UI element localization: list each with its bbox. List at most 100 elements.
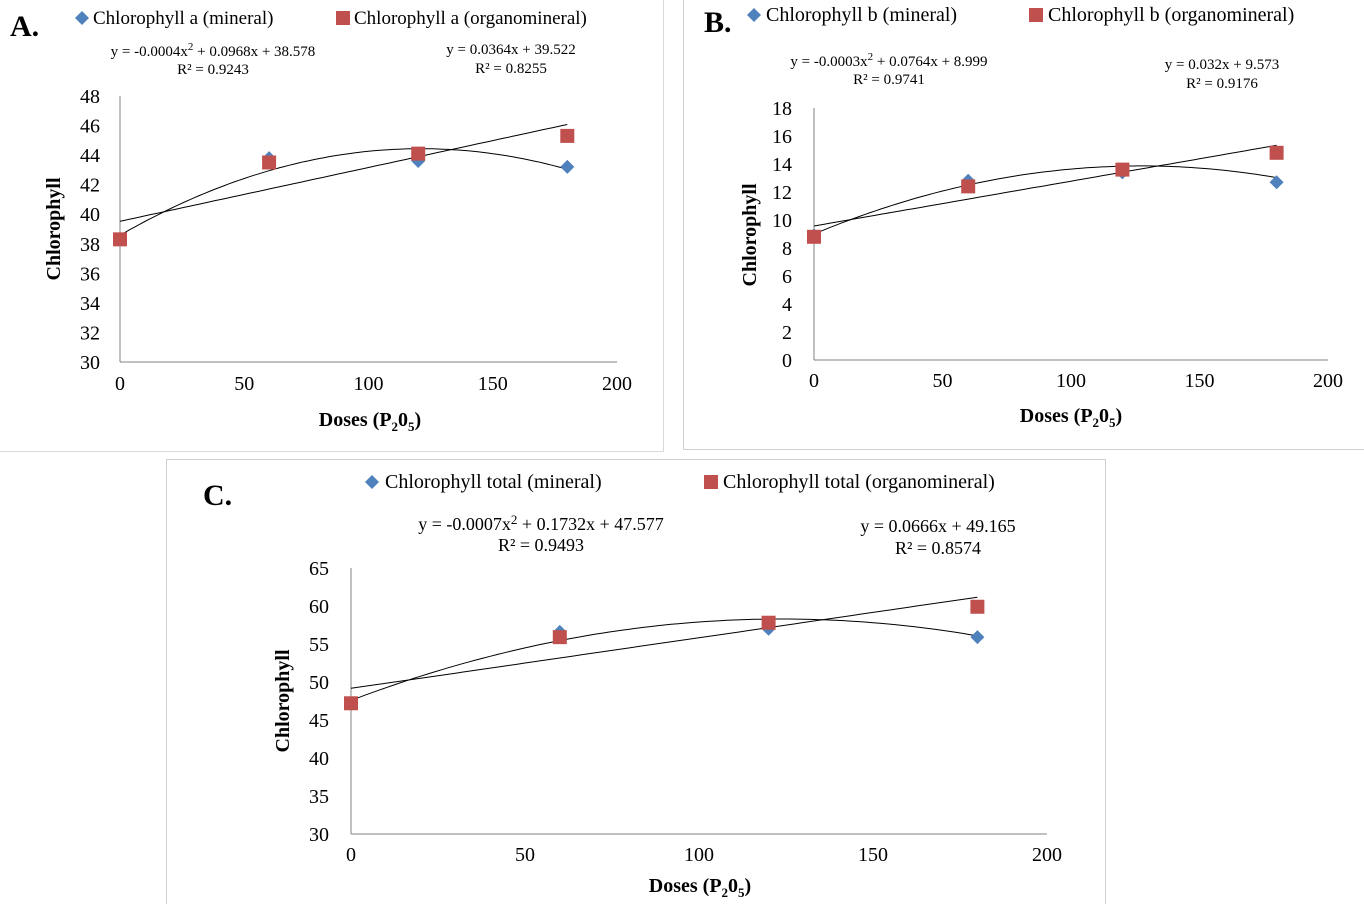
trend-equation-text: y = -0.0004x xyxy=(111,44,189,60)
organomineral-data-point xyxy=(1269,145,1284,160)
x-tick-label: 200 xyxy=(602,373,632,395)
y-tick-label: 38 xyxy=(80,234,100,256)
y-tick-label: 30 xyxy=(80,352,100,374)
y-tick-label: 36 xyxy=(80,263,100,285)
x-tick-label: 50 xyxy=(234,373,254,395)
legend-diamond-icon xyxy=(747,8,761,22)
x-axis-label-sub: 5 xyxy=(408,419,415,434)
y-tick-label: 40 xyxy=(309,748,329,770)
poly-trendline xyxy=(350,618,978,701)
legend-label: Chlorophyll b (organomineral) xyxy=(1048,4,1294,26)
trend-equation-sup: 2 xyxy=(868,51,874,63)
trend-equation: y = 0.0364x + 39.522 xyxy=(446,42,575,58)
y-tick-label: 10 xyxy=(772,210,792,232)
x-axis-label-sub: 5 xyxy=(738,885,745,900)
trend-equation-text: y = 0.032x + 9.573 xyxy=(1165,57,1279,73)
x-tick-label: 100 xyxy=(1056,370,1086,392)
organomineral-data-point xyxy=(807,229,821,244)
linear-trendline xyxy=(813,144,1277,227)
legend-label: Chlorophyll a (organomineral) xyxy=(354,8,587,29)
y-tick-label: 44 xyxy=(80,145,100,167)
x-tick-label: 100 xyxy=(354,373,384,395)
y-axis-label: Chlorophyll xyxy=(272,649,294,752)
y-tick-label: 8 xyxy=(782,238,792,260)
y-tick-label: 32 xyxy=(80,322,100,344)
trend-equation-text: y = -0.0007x xyxy=(418,514,511,534)
trend-equation-text: y = 0.0364x + 39.522 xyxy=(446,42,575,58)
mineral-data-point xyxy=(970,630,985,645)
x-axis-label: Doses (P205) xyxy=(319,409,421,434)
x-tick-label: 150 xyxy=(858,844,888,866)
organomineral-data-point xyxy=(552,630,567,645)
x-axis-label: Doses (P205) xyxy=(649,875,751,900)
legend-label: Chlorophyll total (organomineral) xyxy=(723,471,995,493)
linear-trendline xyxy=(350,596,978,689)
chart-panel-b: B. 0 2 4 6 8 10 12 14 16 18 0 50 100 150 200 Chlorophyll… xyxy=(683,0,1364,450)
trend-equation-text: + 0.0764x + 8.999 xyxy=(873,54,987,70)
x-tick-label: 50 xyxy=(933,370,953,392)
trend-equation-text: y = 0.0666x + 49.165 xyxy=(860,516,1015,536)
x-axis-label-text: 0 xyxy=(398,409,408,431)
y-tick-label: 35 xyxy=(309,786,329,808)
y-tick-label: 40 xyxy=(80,204,100,226)
chart-panel-a: A. 30 32 34 36 38 40 42 44 46 48 0 50 100 150 200 Chloro… xyxy=(0,0,664,452)
legend-square-icon xyxy=(336,11,350,25)
r-squared-label: R² = 0.8255 xyxy=(475,61,547,77)
trend-equation-text: y = -0.0003x xyxy=(790,54,868,70)
y-tick-label: 16 xyxy=(772,126,792,148)
x-axis-label-sub: 2 xyxy=(722,885,729,900)
x-tick-label: 100 xyxy=(684,844,714,866)
chart-panel-c: C. 30 35 40 45 50 55 60 65 0 50 100 150 200 Chlorophyl… xyxy=(166,459,1106,904)
x-tick-label: 50 xyxy=(515,844,535,866)
y-tick-label: 6 xyxy=(782,266,792,288)
x-axis-label-sub: 2 xyxy=(392,419,399,434)
organomineral-data-point xyxy=(970,599,985,614)
y-tick-label: 30 xyxy=(309,824,329,846)
panel-label: B. xyxy=(704,6,732,39)
x-axis-label-text: 0 xyxy=(1099,405,1109,427)
x-axis-label-text: Doses (P xyxy=(1020,405,1093,427)
y-tick-label: 4 xyxy=(782,294,792,316)
trend-equation: y = 0.032x + 9.573 xyxy=(1165,57,1279,73)
trend-equation: y = -0.0004x2 + 0.0968x + 38.578 xyxy=(111,41,316,60)
y-tick-label: 60 xyxy=(309,596,329,618)
trend-equation-sup: 2 xyxy=(188,41,194,53)
x-axis-label-sub: 2 xyxy=(1093,415,1100,430)
trend-equation: y = -0.0003x2 + 0.0764x + 8.999 xyxy=(790,51,987,70)
y-axis-label: Chlorophyll xyxy=(739,183,761,286)
r-squared-label: R² = 0.9493 xyxy=(498,535,584,555)
panel-label: C. xyxy=(203,479,232,512)
y-tick-label: 2 xyxy=(782,322,792,344)
y-axis-label: Chlorophyll xyxy=(43,177,65,280)
x-axis-label-text: ) xyxy=(415,409,422,431)
legend-square-icon xyxy=(704,475,718,489)
organomineral-data-point xyxy=(344,696,358,711)
x-tick-label: 0 xyxy=(809,370,819,392)
trend-equation-text: + 0.0968x + 38.578 xyxy=(193,44,315,60)
x-tick-label: 0 xyxy=(115,373,125,395)
organomineral-data-point xyxy=(1115,162,1130,177)
y-tick-label: 18 xyxy=(772,98,792,120)
x-axis-label-text: Doses (P xyxy=(319,409,392,431)
panel-label: A. xyxy=(10,10,39,43)
x-axis-label-sub: 5 xyxy=(1109,415,1116,430)
organomineral-data-point xyxy=(560,128,575,143)
x-axis-label-text: Doses (P xyxy=(649,875,722,897)
legend-square-icon xyxy=(1029,8,1043,22)
y-tick-label: 65 xyxy=(309,558,329,580)
trend-equation: y = 0.0666x + 49.165 xyxy=(860,516,1015,536)
linear-trendline xyxy=(119,124,568,222)
x-tick-label: 150 xyxy=(478,373,508,395)
trend-equation: y = -0.0007x2 + 0.1732x + 47.577 xyxy=(418,512,663,534)
legend-label: Chlorophyll b (mineral) xyxy=(766,4,957,26)
y-tick-label: 45 xyxy=(309,710,329,732)
legend-label: Chlorophyll total (mineral) xyxy=(385,471,602,493)
r-squared-label: R² = 0.9176 xyxy=(1186,76,1258,92)
x-axis-label-text: ) xyxy=(745,875,752,897)
x-tick-label: 200 xyxy=(1313,370,1343,392)
legend-label: Chlorophyll a (mineral) xyxy=(93,8,273,29)
poly-trendline xyxy=(813,165,1277,235)
